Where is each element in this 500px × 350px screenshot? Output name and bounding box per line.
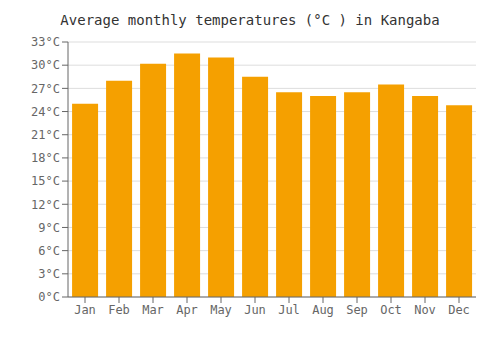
svg-text:21°C: 21°C [31, 128, 60, 142]
svg-text:18°C: 18°C [31, 151, 60, 165]
svg-text:15°C: 15°C [31, 174, 60, 188]
svg-text:3°C: 3°C [38, 267, 60, 281]
svg-text:9°C: 9°C [38, 221, 60, 235]
svg-text:6°C: 6°C [38, 244, 60, 258]
html-text:Average monthly temperatures (: Average monthly temperatures (°C ) in Ka… [60, 12, 440, 28]
svg-text:24°C: 24°C [31, 105, 60, 119]
svg-text:12°C: 12°C [31, 198, 60, 212]
svg-text:Mar: Mar [142, 303, 164, 317]
svg-text:Oct: Oct [380, 303, 402, 317]
svg-text:Aug: Aug [312, 303, 334, 317]
svg-text:27°C: 27°C [31, 82, 60, 96]
svg-text:Jun: Jun [244, 303, 266, 317]
svg-text:33°C: 33°C [31, 35, 60, 49]
svg-text:0°C: 0°C [38, 290, 60, 304]
svg-text:30°C: 30°C [31, 58, 60, 72]
svg-text:Dec: Dec [448, 303, 470, 317]
svg-text:Apr: Apr [176, 303, 198, 317]
svg-text:May: May [210, 303, 232, 317]
svg-text:Jan: Jan [74, 303, 96, 317]
svg-text:Jul: Jul [278, 303, 300, 317]
svg-text:Feb: Feb [108, 303, 130, 317]
svg-text:Sep: Sep [346, 303, 368, 317]
svg-text:Nov: Nov [414, 303, 436, 317]
